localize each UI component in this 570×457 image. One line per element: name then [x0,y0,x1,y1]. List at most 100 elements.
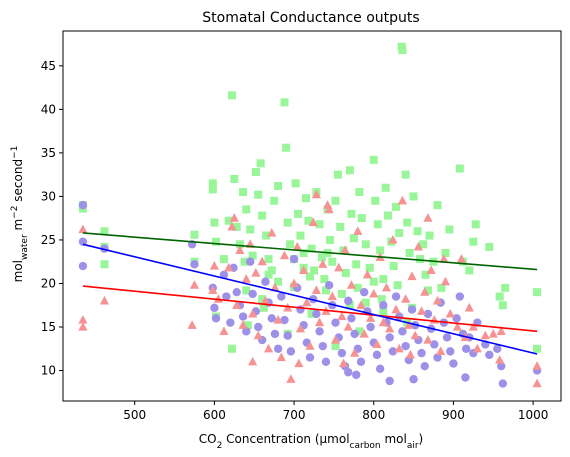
triangle-point-2-72 [420,287,430,296]
square-point-0-83 [421,270,430,279]
triangle-point-2-74 [426,265,436,275]
triangle-point-2-0 [78,224,88,234]
square-point-0-8 [208,185,217,194]
square-point-0-24 [258,211,267,220]
circle-point-1-50 [350,329,359,339]
triangle-point-2-97 [294,358,304,368]
circle-point-1-30 [286,347,296,356]
triangle-point-2-10 [224,262,234,272]
circle-point-1-2 [78,261,88,271]
square-point-0-100 [533,344,542,353]
triangle-point-2-40 [318,259,328,268]
square-point-0-38 [299,249,308,257]
circle-point-1-61 [385,333,394,342]
square-point-0-107 [393,281,402,290]
square-point-0-11 [219,255,228,264]
triangle-point-2-76 [432,295,443,305]
circle-point-1-68 [407,305,417,314]
square-point-0-89 [445,225,454,234]
square-point-0-98 [501,283,510,292]
circle-point-1-40 [318,341,327,351]
triangle-point-2-54 [362,269,372,279]
x-tick-label-1000: 1000 [518,408,549,422]
triangle-point-2-33 [295,323,306,333]
x-tick-label-600: 600 [203,408,226,422]
circle-point-1-33 [296,305,305,314]
square-point-0-22 [254,190,263,199]
square-point-0-5 [190,230,199,239]
square-point-0-37 [296,231,305,240]
circle-point-1-11 [226,318,235,327]
square-point-0-84 [425,231,434,240]
square-point-0-128 [379,307,388,316]
square-point-0-14 [230,175,239,183]
triangle-point-2-12 [229,213,239,222]
triangle-point-2-23 [263,343,274,353]
square-point-0-112 [274,277,283,286]
triangle-point-2-88 [495,355,505,364]
square-point-0-55 [345,166,354,175]
square-point-0-54 [341,269,350,278]
triangle-point-2-1 [78,315,88,324]
square-point-0-99 [533,288,542,297]
circle-point-1-49 [347,314,356,323]
triangle-point-2-19 [251,268,261,277]
triangle-point-2-18 [248,308,258,318]
square-point-0-110 [242,286,251,295]
triangle-point-2-32 [292,241,302,251]
triangle-point-2-5 [189,280,200,289]
square-point-0-114 [306,272,315,281]
circle-point-1-79 [442,333,452,342]
circle-point-1-53 [359,287,369,297]
square-point-0-106 [377,295,386,304]
square-point-0-88 [441,249,450,257]
circle-point-1-41 [321,357,331,367]
circle-point-1-90 [485,350,494,360]
triangle-point-2-71 [416,306,427,315]
square-point-0-126 [331,342,340,351]
circle-point-1-15 [238,312,248,321]
circle-point-1-85 [461,344,471,353]
square-point-0-81 [415,255,424,264]
circle-point-1-63 [391,292,401,301]
circle-point-1-36 [305,353,315,362]
triangle-point-2-84 [468,322,478,331]
square-point-0-60 [357,214,366,223]
triangle-point-2-90 [532,361,542,370]
square-point-0-63 [369,155,378,164]
square-point-0-57 [349,234,358,243]
square-point-0-96 [495,292,504,301]
square-point-0-49 [328,257,337,266]
triangle-point-2-20 [253,330,263,340]
square-point-0-102 [345,301,354,310]
square-point-0-46 [320,275,329,284]
triangle-point-2-59 [378,317,388,327]
triangle-point-2-34 [299,265,309,275]
square-point-0-25 [262,231,271,240]
circle-point-1-48 [344,296,353,306]
triangle-point-2-96 [248,356,258,366]
circle-point-1-18 [248,289,257,299]
square-point-0-127 [355,327,364,336]
triangle-point-2-92 [311,189,321,199]
square-point-0-52 [336,222,345,231]
square-point-0-101 [337,289,346,298]
triangle-point-2-16 [241,274,251,283]
square-point-0-42 [309,266,318,275]
trend-line-0 [82,232,538,271]
square-point-0-32 [283,218,292,227]
square-point-0-62 [365,263,374,272]
circle-point-1-10 [222,292,231,301]
triangle-point-2-47 [340,245,350,254]
square-point-0-26 [264,255,273,264]
square-point-0-56 [347,209,356,218]
circle-point-1-9 [219,270,229,279]
triangle-point-2-80 [452,322,463,331]
triangle-point-2-65 [397,195,408,205]
triangle-point-2-85 [472,343,482,353]
square-point-0-33 [286,240,295,249]
circle-point-1-8 [211,314,221,323]
triangle-point-2-83 [464,302,474,312]
square-point-0-97 [498,301,507,310]
square-point-0-28 [270,196,279,205]
